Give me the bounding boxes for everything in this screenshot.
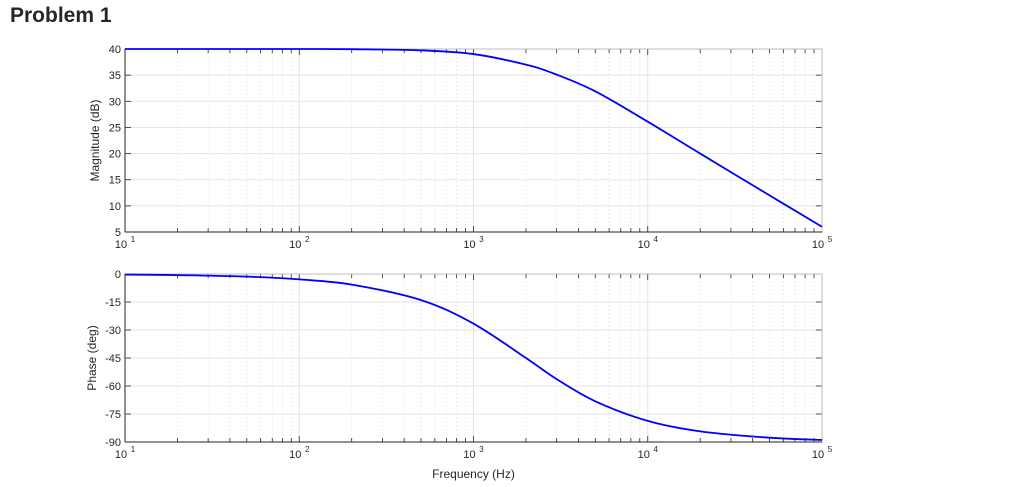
x-tick-label: 10 [812, 239, 824, 251]
x-tick-exponent: 3 [479, 445, 484, 454]
x-axis-label: Frequency (Hz) [432, 467, 515, 481]
page-title: Problem 1 [10, 4, 112, 27]
y-axis-label: Phase (deg) [85, 325, 99, 390]
y-tick-label: 0 [115, 269, 121, 281]
x-tick-exponent: 1 [131, 445, 136, 454]
y-tick-label: 5 [115, 227, 121, 239]
y-tick-label: 25 [109, 122, 121, 134]
y-tick-label: -75 [105, 409, 121, 421]
y-tick-label: 15 [109, 175, 121, 187]
x-tick-exponent: 3 [479, 235, 484, 244]
x-tick-exponent: 2 [305, 235, 310, 244]
x-tick-exponent: 2 [305, 445, 310, 454]
x-tick-label: 10 [638, 449, 650, 461]
phase-curve [124, 273, 823, 441]
y-tick-label: -45 [105, 353, 121, 365]
x-tick-exponent: 4 [654, 445, 659, 454]
x-tick-label: 10 [289, 449, 301, 461]
magnitude-curve [125, 48, 823, 228]
x-tick-exponent: 5 [828, 235, 833, 244]
x-tick-label: 10 [115, 239, 127, 251]
x-tick-label: 10 [463, 239, 475, 251]
y-tick-label: 20 [109, 149, 121, 161]
x-tick-label: 10 [812, 449, 824, 461]
y-tick-label: 30 [109, 96, 121, 108]
y-axis-label: Magnitude (dB) [88, 99, 102, 181]
y-tick-label: -30 [105, 325, 121, 337]
y-tick-label: -90 [105, 437, 121, 449]
y-tick-label: 35 [109, 70, 121, 82]
x-tick-label: 10 [638, 239, 650, 251]
y-tick-label: -60 [105, 381, 121, 393]
x-tick-exponent: 5 [828, 445, 833, 454]
x-tick-exponent: 4 [654, 235, 659, 244]
y-tick-label: 10 [109, 201, 121, 213]
y-tick-label: 40 [109, 44, 121, 56]
x-tick-label: 10 [289, 239, 301, 251]
y-tick-label: -15 [105, 297, 121, 309]
x-tick-label: 10 [115, 449, 127, 461]
x-tick-label: 10 [463, 449, 475, 461]
x-tick-exponent: 1 [131, 235, 136, 244]
